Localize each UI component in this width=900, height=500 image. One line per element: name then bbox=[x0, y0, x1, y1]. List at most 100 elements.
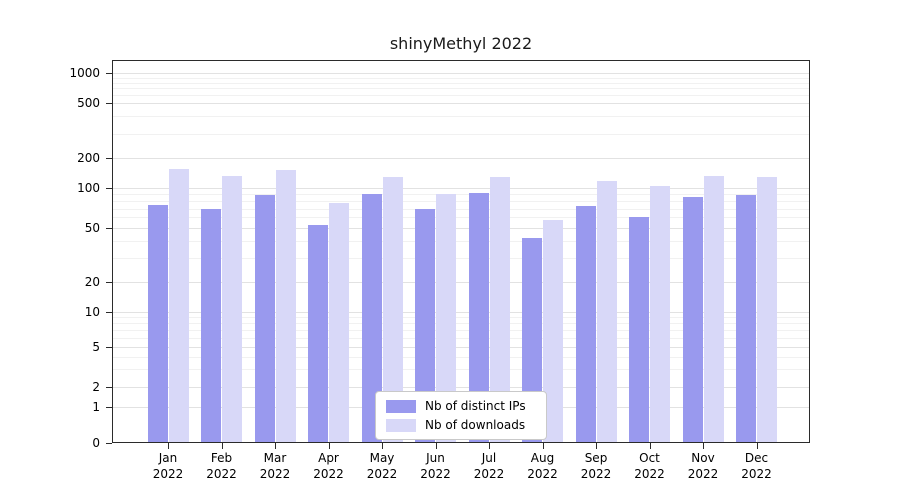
minor-gridline bbox=[113, 209, 809, 210]
bar-distinct-ips-jun bbox=[415, 208, 435, 443]
y-axis-tick bbox=[106, 103, 112, 104]
year-label: 2022 bbox=[473, 467, 505, 481]
legend-item-downloads: Nb of downloads bbox=[386, 418, 536, 432]
minor-gridline bbox=[113, 241, 809, 242]
major-gridline bbox=[113, 73, 809, 74]
x-axis-tick bbox=[596, 443, 597, 449]
year-label: 2022 bbox=[580, 467, 612, 481]
year-label: 2022 bbox=[259, 467, 291, 481]
major-gridline bbox=[113, 228, 809, 229]
minor-gridline bbox=[113, 134, 809, 135]
month-label: Dec bbox=[744, 451, 769, 465]
y-axis-tick bbox=[106, 347, 112, 348]
year-label: 2022 bbox=[741, 467, 772, 481]
year-label: 2022 bbox=[206, 467, 237, 481]
month-label: Aug bbox=[530, 451, 555, 465]
x-axis-tick bbox=[382, 443, 383, 449]
major-gridline bbox=[113, 312, 809, 313]
bar-downloads-mar bbox=[275, 170, 296, 443]
y-axis-tick-label: 10 bbox=[84, 305, 100, 319]
month-label: Nov bbox=[691, 451, 715, 465]
legend-label-downloads: Nb of downloads bbox=[425, 418, 526, 432]
y-axis-tick bbox=[106, 228, 112, 229]
month-label: Oct bbox=[639, 451, 660, 465]
bar-downloads-feb bbox=[222, 175, 242, 443]
y-axis-tick-label: 20 bbox=[84, 275, 100, 289]
x-axis-tick bbox=[435, 443, 437, 449]
x-axis-tick bbox=[649, 443, 651, 449]
y-axis-tick bbox=[106, 387, 112, 388]
x-axis-tick-label: Jul 2022 bbox=[459, 450, 519, 482]
x-axis-tick bbox=[542, 443, 544, 449]
minor-gridline bbox=[113, 330, 809, 331]
bar-distinct-ips-jan bbox=[147, 204, 168, 443]
month-label: Mar bbox=[263, 451, 287, 465]
y-axis-tick bbox=[106, 73, 112, 74]
x-axis-tick bbox=[489, 443, 490, 449]
x-axis-tick-label: Feb 2022 bbox=[192, 450, 252, 482]
minor-gridline bbox=[113, 258, 809, 259]
minor-gridline bbox=[113, 116, 809, 117]
x-axis-tick-label: Nov 2022 bbox=[673, 450, 733, 482]
month-label: Apr bbox=[318, 451, 339, 465]
bar-distinct-ips-sep bbox=[575, 206, 596, 443]
minor-gridline bbox=[113, 201, 809, 202]
y-axis-tick-label: 2 bbox=[92, 380, 100, 394]
bar-downloads-may bbox=[382, 176, 403, 443]
x-axis-tick-label: Sep 2022 bbox=[566, 450, 626, 482]
y-axis-tick-label: 500 bbox=[77, 96, 100, 110]
year-label: 2022 bbox=[687, 467, 719, 481]
x-axis-tick bbox=[168, 443, 169, 449]
bar-distinct-ips-apr bbox=[308, 224, 328, 443]
bar-downloads-dec bbox=[757, 177, 777, 443]
minor-gridline bbox=[113, 338, 809, 339]
x-axis-tick bbox=[221, 443, 223, 449]
month-label: Jan bbox=[158, 451, 178, 465]
x-axis-tick-label: Dec 2022 bbox=[727, 450, 787, 482]
minor-gridline bbox=[113, 88, 809, 89]
x-axis-tick-label: Apr 2022 bbox=[299, 450, 359, 482]
x-axis-tick-label: Oct 2022 bbox=[620, 450, 680, 482]
minor-gridline bbox=[113, 95, 809, 96]
y-axis-tick-label: 0 bbox=[92, 436, 100, 450]
bar-downloads-apr bbox=[329, 203, 349, 443]
bar-distinct-ips-mar bbox=[254, 195, 275, 443]
year-label: 2022 bbox=[366, 467, 398, 481]
legend-label-distinct-ips: Nb of distinct IPs bbox=[425, 399, 526, 413]
chart-title: shinyMethyl 2022 bbox=[389, 34, 533, 53]
x-axis-tick bbox=[756, 443, 758, 449]
month-label: Sep bbox=[584, 451, 608, 465]
y-axis-tick-label: 5 bbox=[92, 340, 100, 354]
major-gridline bbox=[113, 158, 809, 159]
bar-downloads-sep bbox=[596, 181, 617, 443]
y-axis-tick-label: 200 bbox=[77, 151, 100, 165]
minor-gridline bbox=[113, 357, 809, 358]
bar-distinct-ips-nov bbox=[682, 197, 703, 443]
legend-swatch-distinct-ips bbox=[386, 399, 416, 413]
month-label: Feb bbox=[210, 451, 233, 465]
major-gridline bbox=[113, 387, 809, 388]
bar-downloads-oct bbox=[650, 186, 670, 443]
bar-distinct-ips-feb bbox=[201, 208, 221, 443]
y-axis-tick-label: 1 bbox=[92, 400, 100, 414]
year-label: 2022 bbox=[634, 467, 665, 481]
month-label: Jun bbox=[426, 451, 445, 465]
x-axis-tick-label: Aug 2022 bbox=[513, 450, 573, 482]
y-axis-tick bbox=[106, 443, 112, 444]
legend-item-distinct-ips: Nb of distinct IPs bbox=[386, 399, 536, 413]
bar-downloads-aug bbox=[543, 220, 563, 443]
y-axis-tick-label: 100 bbox=[77, 181, 100, 195]
minor-gridline bbox=[113, 317, 809, 318]
minor-gridline bbox=[113, 194, 809, 195]
bar-distinct-ips-jul bbox=[468, 192, 489, 443]
minor-gridline bbox=[113, 217, 809, 218]
major-gridline bbox=[113, 103, 809, 104]
x-axis-tick bbox=[275, 443, 276, 449]
bar-downloads-jan bbox=[168, 169, 189, 443]
bar-downloads-jun bbox=[436, 194, 456, 443]
y-axis-tick bbox=[106, 158, 112, 159]
x-axis-tick-label: May 2022 bbox=[352, 450, 412, 482]
bar-distinct-ips-may bbox=[361, 194, 382, 443]
y-axis-tick bbox=[106, 407, 112, 408]
major-gridline bbox=[113, 347, 809, 348]
